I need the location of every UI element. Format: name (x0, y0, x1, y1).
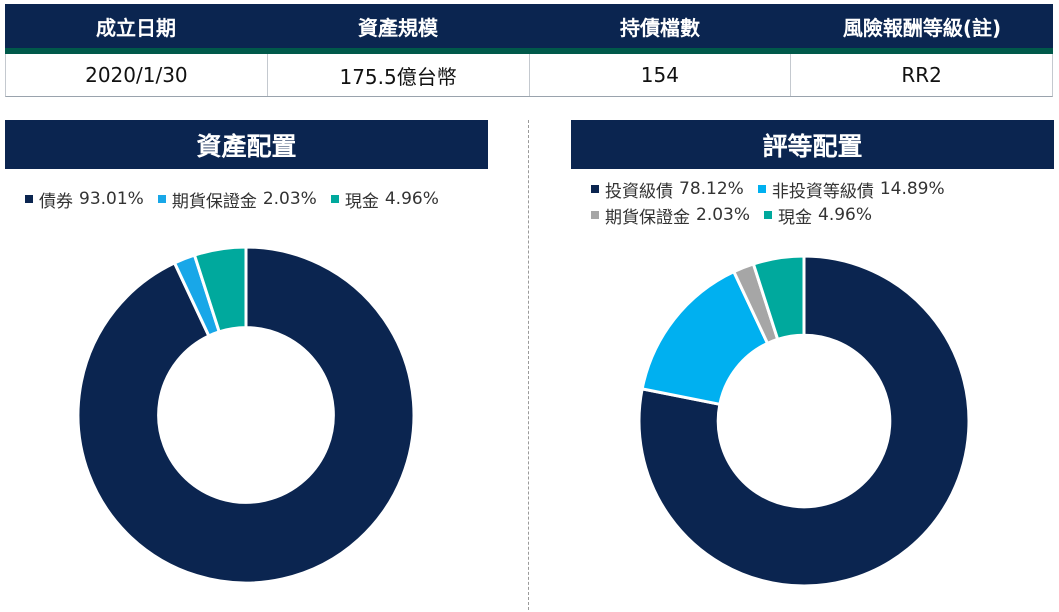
header-inception-date: 成立日期 (96, 15, 176, 40)
donut-slice-cash (192, 245, 248, 334)
legend-swatch-cash (764, 211, 773, 219)
legend-item-cash: 現金 4.96% (330, 186, 439, 212)
rating-allocation-panel: 評等配置 投資級債 78.12% 非投資等級債 14.89% 期貨保證金 2.0… (571, 120, 1054, 610)
legend-swatch-investment-grade (591, 185, 599, 193)
summary-header-row: 成立日期 資產規模 持債檔數 風險報酬等級(註) (5, 4, 1053, 54)
legend-label: 現金 (778, 207, 813, 228)
value-risk-level: RR2 (901, 63, 942, 87)
legend-value: 4.96% (384, 189, 439, 209)
asset-allocation-donut (76, 245, 416, 585)
summary-value-row: 2020/1/30 175.5億台幣 154 RR2 (5, 54, 1053, 97)
legend-swatch-bond (25, 195, 33, 203)
header-risk-level: 風險報酬等級(註) (842, 15, 1002, 40)
legend-swatch-futures-margin (591, 211, 599, 219)
legend-value: 2.03% (696, 205, 751, 225)
legend-label: 期貨保證金 (171, 191, 257, 212)
fund-summary-table: 成立日期 資產規模 持債檔數 風險報酬等級(註) 2020/1/30 175.5… (5, 4, 1053, 98)
legend-item-investment-grade: 投資級債 78.12% (591, 176, 744, 202)
legend-swatch-cash (330, 195, 339, 203)
asset-allocation-title: 資產配置 (5, 120, 488, 169)
donut-slice-investment-grade (637, 254, 971, 588)
legend-label: 現金 (344, 191, 379, 212)
donut-slice-bond (76, 245, 416, 585)
legend-label: 非投資等級債 (771, 181, 874, 202)
asset-allocation-panel: 資產配置 債券 93.01% 期貨保證金 2.03% 現金 4.96% (5, 120, 488, 610)
legend-item-futures-margin: 期貨保證金 2.03% (157, 186, 317, 212)
rating-allocation-legend: 投資級債 78.12% 非投資等級債 14.89% 期貨保證金 2.03% 現金… (591, 176, 1051, 228)
legend-label: 債券 (39, 191, 73, 212)
legend-swatch-futures-margin (157, 195, 166, 203)
value-inception-date: 2020/1/30 (6, 54, 268, 96)
value-fund-size: 175.5億台幣 (268, 54, 530, 96)
legend-item-non-investment-grade: 非投資等級債 14.89% (757, 176, 945, 202)
legend-value: 93.01% (79, 189, 144, 209)
legend-label: 期貨保證金 (605, 207, 690, 228)
legend-item-futures-margin: 期貨保證金 2.03% (591, 202, 750, 228)
header-fund-size: 資產規模 (358, 15, 438, 40)
legend-item-cash: 現金 4.96% (764, 202, 872, 228)
legend-label: 投資級債 (605, 181, 673, 202)
legend-value: 78.12% (679, 179, 744, 199)
legend-value: 14.89% (879, 179, 945, 199)
legend-value: 2.03% (262, 189, 317, 209)
donut-slice-cash (751, 254, 806, 342)
value-holdings-count: 154 (530, 54, 792, 96)
legend-value: 4.96% (818, 205, 873, 225)
rating-allocation-donut (637, 254, 971, 588)
rating-allocation-title: 評等配置 (571, 120, 1054, 169)
legend-item-bond: 債券 93.01% (25, 186, 144, 212)
asset-allocation-legend: 債券 93.01% 期貨保證金 2.03% 現金 4.96% (25, 186, 495, 212)
legend-swatch-non-investment-grade (757, 185, 766, 193)
header-holdings-count: 持債檔數 (620, 15, 700, 40)
panel-divider (528, 120, 529, 610)
